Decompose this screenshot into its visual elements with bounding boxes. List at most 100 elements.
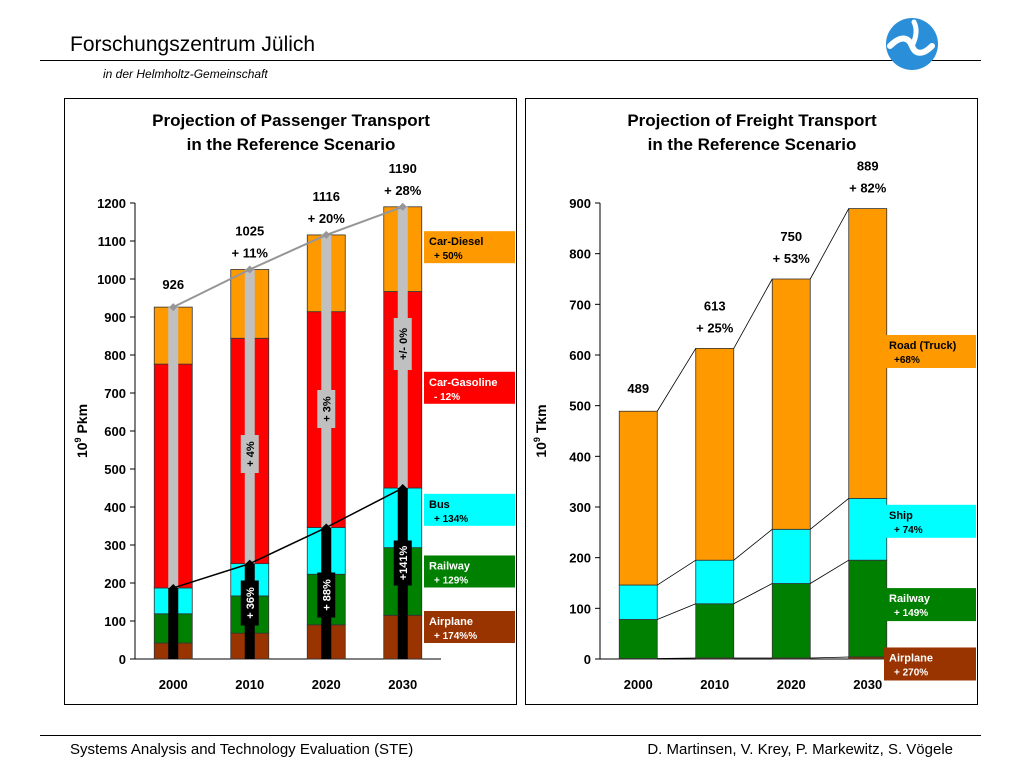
legend-label: Car-Gasoline xyxy=(429,377,497,389)
legend-change: + 74% xyxy=(894,525,923,536)
y-tick-label: 300 xyxy=(569,500,591,515)
x-tick-label: 2000 xyxy=(159,677,188,692)
legend-box xyxy=(884,647,976,681)
legend-change: + 270% xyxy=(894,667,928,678)
segment-connector-line xyxy=(810,559,849,584)
legend-box xyxy=(424,493,515,526)
header-divider xyxy=(40,60,981,61)
y-tick-label: 400 xyxy=(104,500,126,515)
legend-change: + 129% xyxy=(434,575,468,586)
legend-change: + 50% xyxy=(434,251,463,262)
y-tick-label: 700 xyxy=(104,386,126,401)
svg-text:+ 36%: + 36% xyxy=(245,587,257,619)
y-tick-label: 1200 xyxy=(97,196,126,211)
legend-box xyxy=(424,231,515,264)
legend-box xyxy=(424,555,515,588)
legend-label: Road (Truck) xyxy=(889,340,957,352)
trend-marker xyxy=(398,484,407,492)
trend-marker xyxy=(169,583,178,592)
segment-connector-line xyxy=(809,498,850,530)
x-tick-label: 2020 xyxy=(312,677,341,692)
legend-box xyxy=(884,504,976,538)
public-trend-line xyxy=(173,562,250,589)
y-tick-label: 600 xyxy=(104,424,126,439)
logo-icon xyxy=(886,18,938,70)
segment-connector-line xyxy=(657,657,696,659)
car-growth-bar xyxy=(168,307,179,588)
bar-total-label: 1116 xyxy=(313,189,341,204)
bar-total-change: + 28% xyxy=(384,183,422,198)
bar-segment-railway xyxy=(618,619,658,659)
trend-marker xyxy=(245,559,254,568)
trend-marker xyxy=(398,202,407,211)
legend-label: Bus xyxy=(429,499,450,511)
y-tick-label: 600 xyxy=(569,348,591,363)
total-trend-line xyxy=(172,268,251,309)
fz-juelich-logo xyxy=(884,16,940,72)
y-tick-label: 0 xyxy=(584,652,591,667)
total-trend-line xyxy=(249,234,327,271)
org-title: Forschungszentrum Jülich xyxy=(70,33,316,56)
car-growth-label: +/- 0% xyxy=(393,318,412,370)
y-tick-label: 200 xyxy=(104,576,126,591)
segment-connector-line xyxy=(733,528,773,561)
x-tick-label: 2030 xyxy=(853,677,882,692)
svg-text:+ 3%: + 3% xyxy=(321,396,333,422)
legend-label: Airplane xyxy=(429,616,473,628)
public-trend-line xyxy=(249,526,327,565)
segment-connector-line xyxy=(656,348,697,412)
x-tick-label: 2020 xyxy=(777,677,806,692)
passenger-chart-panel: Projection of Passenger Transport in the … xyxy=(64,98,517,705)
public-growth-label: + 88% xyxy=(317,572,336,618)
footer-authors: D. Martinsen, V. Krey, P. Markewitz, S. … xyxy=(647,741,953,758)
y-tick-label: 1000 xyxy=(97,272,126,287)
y-tick-label: 300 xyxy=(104,538,126,553)
legend-label: Ship xyxy=(889,510,913,522)
trend-marker xyxy=(322,523,331,532)
segment-connector-line xyxy=(733,583,773,605)
bar-segment-ship xyxy=(618,584,658,620)
bar-total-label: 926 xyxy=(162,277,184,292)
chart-title-line: Projection of Freight Transport xyxy=(627,111,877,130)
bar-segment-ship xyxy=(695,559,735,605)
bar-total-label: 1025 xyxy=(235,224,264,239)
public-transport-growth-bar xyxy=(168,587,179,659)
y-tick-label: 900 xyxy=(569,196,591,211)
trend-marker xyxy=(322,230,331,239)
bar-segment-ship xyxy=(771,528,811,584)
bar-segment-road-truck- xyxy=(771,278,811,530)
bar-total-change: + 53% xyxy=(773,251,811,266)
total-trend-line xyxy=(325,205,404,236)
y-tick-label: 900 xyxy=(104,310,126,325)
y-tick-label: 100 xyxy=(104,614,126,629)
trend-marker xyxy=(169,303,178,312)
legend-box xyxy=(424,611,515,643)
legend-change: + 174%% xyxy=(434,631,477,642)
segment-connector-line xyxy=(809,208,850,280)
y-tick-label: 700 xyxy=(569,297,591,312)
y-tick-label: 800 xyxy=(569,247,591,262)
passenger-transport-chart: Projection of Passenger Transport in the … xyxy=(73,111,515,692)
y-tick-label: 400 xyxy=(569,449,591,464)
car-growth-label: + 3% xyxy=(317,390,336,428)
svg-text:+ 4%: + 4% xyxy=(245,441,257,467)
bar-segment-railway xyxy=(771,583,811,659)
x-tick-label: 2010 xyxy=(700,677,729,692)
public-trend-line xyxy=(325,487,404,529)
car-growth-bar xyxy=(321,234,332,528)
bar-total-label: 1190 xyxy=(389,161,417,176)
chart-title-line: Projection of Passenger Transport xyxy=(152,111,430,130)
bar-total-label: 613 xyxy=(704,298,726,313)
segment-connector-line xyxy=(733,278,773,349)
y-tick-label: 100 xyxy=(569,601,591,616)
svg-text:+ 88%: + 88% xyxy=(321,579,333,611)
car-growth-label: + 4% xyxy=(240,435,259,473)
y-tick-label: 200 xyxy=(569,551,591,566)
y-axis-label: 109 Pkm xyxy=(73,404,90,458)
y-tick-label: 0 xyxy=(119,652,126,667)
bar-segment-road-truck- xyxy=(618,410,658,586)
svg-text:+141%: +141% xyxy=(398,546,410,581)
legend-box xyxy=(884,588,976,622)
segment-connector-line xyxy=(657,559,696,586)
car-growth-bar xyxy=(244,269,255,564)
